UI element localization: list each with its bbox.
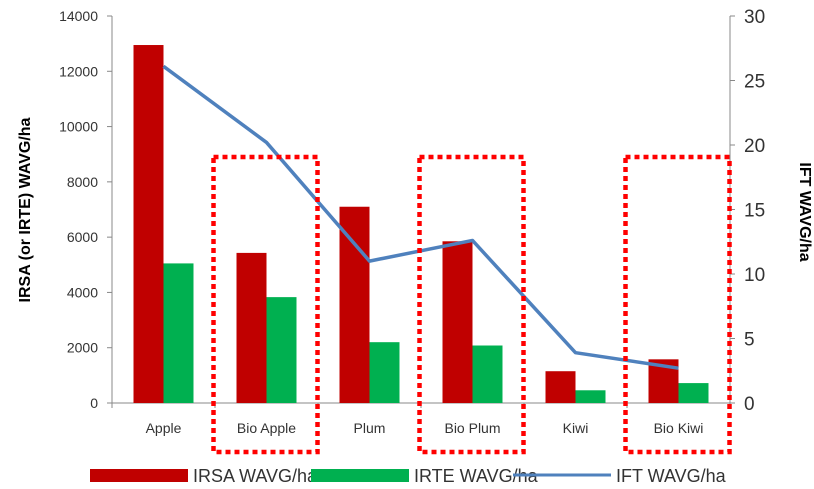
category-label: Bio Kiwi	[654, 420, 704, 436]
category-label: Bio Apple	[237, 420, 296, 436]
bar-irsa-apple	[133, 45, 164, 404]
legend-label-irte: IRTE WAVG/ha	[414, 466, 539, 486]
right-tick-label: 0	[744, 394, 755, 415]
right-tick-label: 25	[744, 72, 765, 93]
bar-irsa-kiwi	[545, 371, 576, 403]
highlight-box-bio-apple	[211, 154, 320, 455]
bar-irsa-plum	[339, 206, 370, 403]
highlight-box-bio-plum	[417, 154, 526, 455]
bars	[133, 45, 709, 404]
category-label: Bio Plum	[444, 420, 500, 436]
legend-label-irsa: IRSA WAVG/ha	[193, 466, 318, 486]
left-axis-ticks: 0 2000 4000 6000 8000 10000 12000 14000	[59, 8, 112, 411]
y-axis-title: IRSA (or IRTE) WAVG/ha	[17, 117, 34, 302]
left-tick-label: 10000	[59, 119, 98, 135]
left-tick-label: 0	[90, 395, 98, 411]
y2-axis-title: IFT WAVG/ha	[796, 162, 813, 261]
bar-irte-bio-apple	[266, 297, 297, 403]
legend: IRSA WAVG/ha IRTE WAVG/ha IFT WAVG/ha	[90, 466, 727, 486]
left-tick-label: 12000	[59, 63, 98, 79]
highlight-box-bio-kiwi	[623, 154, 732, 455]
category-label: Plum	[354, 420, 386, 436]
highlight-boxes	[211, 154, 732, 455]
bar-irsa-bio-plum	[442, 241, 473, 403]
legend-swatch-irte	[311, 469, 409, 482]
left-tick-label: 14000	[59, 8, 98, 24]
left-tick-label: 4000	[67, 284, 98, 300]
left-tick-label: 2000	[67, 340, 98, 356]
legend-label-ift: IFT WAVG/ha	[616, 466, 727, 486]
bar-irte-bio-kiwi	[678, 383, 709, 403]
right-tick-label: 30	[744, 7, 765, 28]
right-tick-label: 10	[744, 265, 765, 286]
right-tick-label: 20	[744, 136, 765, 157]
left-tick-label: 6000	[67, 229, 98, 245]
right-axis-ticks: 0 5 10 15 20 25 30	[730, 7, 765, 415]
bar-irte-bio-plum	[472, 345, 503, 403]
right-tick-label: 15	[744, 201, 765, 222]
left-tick-label: 8000	[67, 174, 98, 190]
right-tick-label: 5	[744, 330, 755, 351]
category-label: Apple	[146, 420, 182, 436]
bar-irsa-bio-apple	[236, 252, 267, 403]
category-label: Kiwi	[563, 420, 589, 436]
bar-irte-apple	[163, 263, 194, 403]
category-labels: Apple Bio Apple Plum Bio Plum Kiwi Bio Kiwi	[146, 420, 704, 436]
bar-irte-kiwi	[575, 390, 606, 403]
bar-irte-plum	[369, 342, 400, 403]
legend-swatch-irsa	[90, 469, 188, 482]
